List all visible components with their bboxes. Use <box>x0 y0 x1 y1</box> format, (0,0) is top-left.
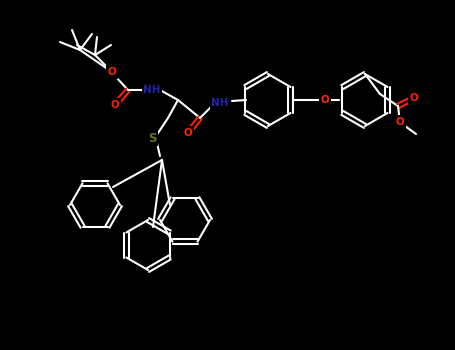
Text: O: O <box>396 117 404 127</box>
Text: O: O <box>111 100 119 110</box>
Text: O: O <box>410 93 419 103</box>
Text: O: O <box>321 95 329 105</box>
Text: NH: NH <box>143 85 161 95</box>
Text: NH: NH <box>211 98 229 108</box>
Text: O: O <box>108 67 116 77</box>
Text: O: O <box>184 128 192 138</box>
Text: S: S <box>148 132 156 145</box>
